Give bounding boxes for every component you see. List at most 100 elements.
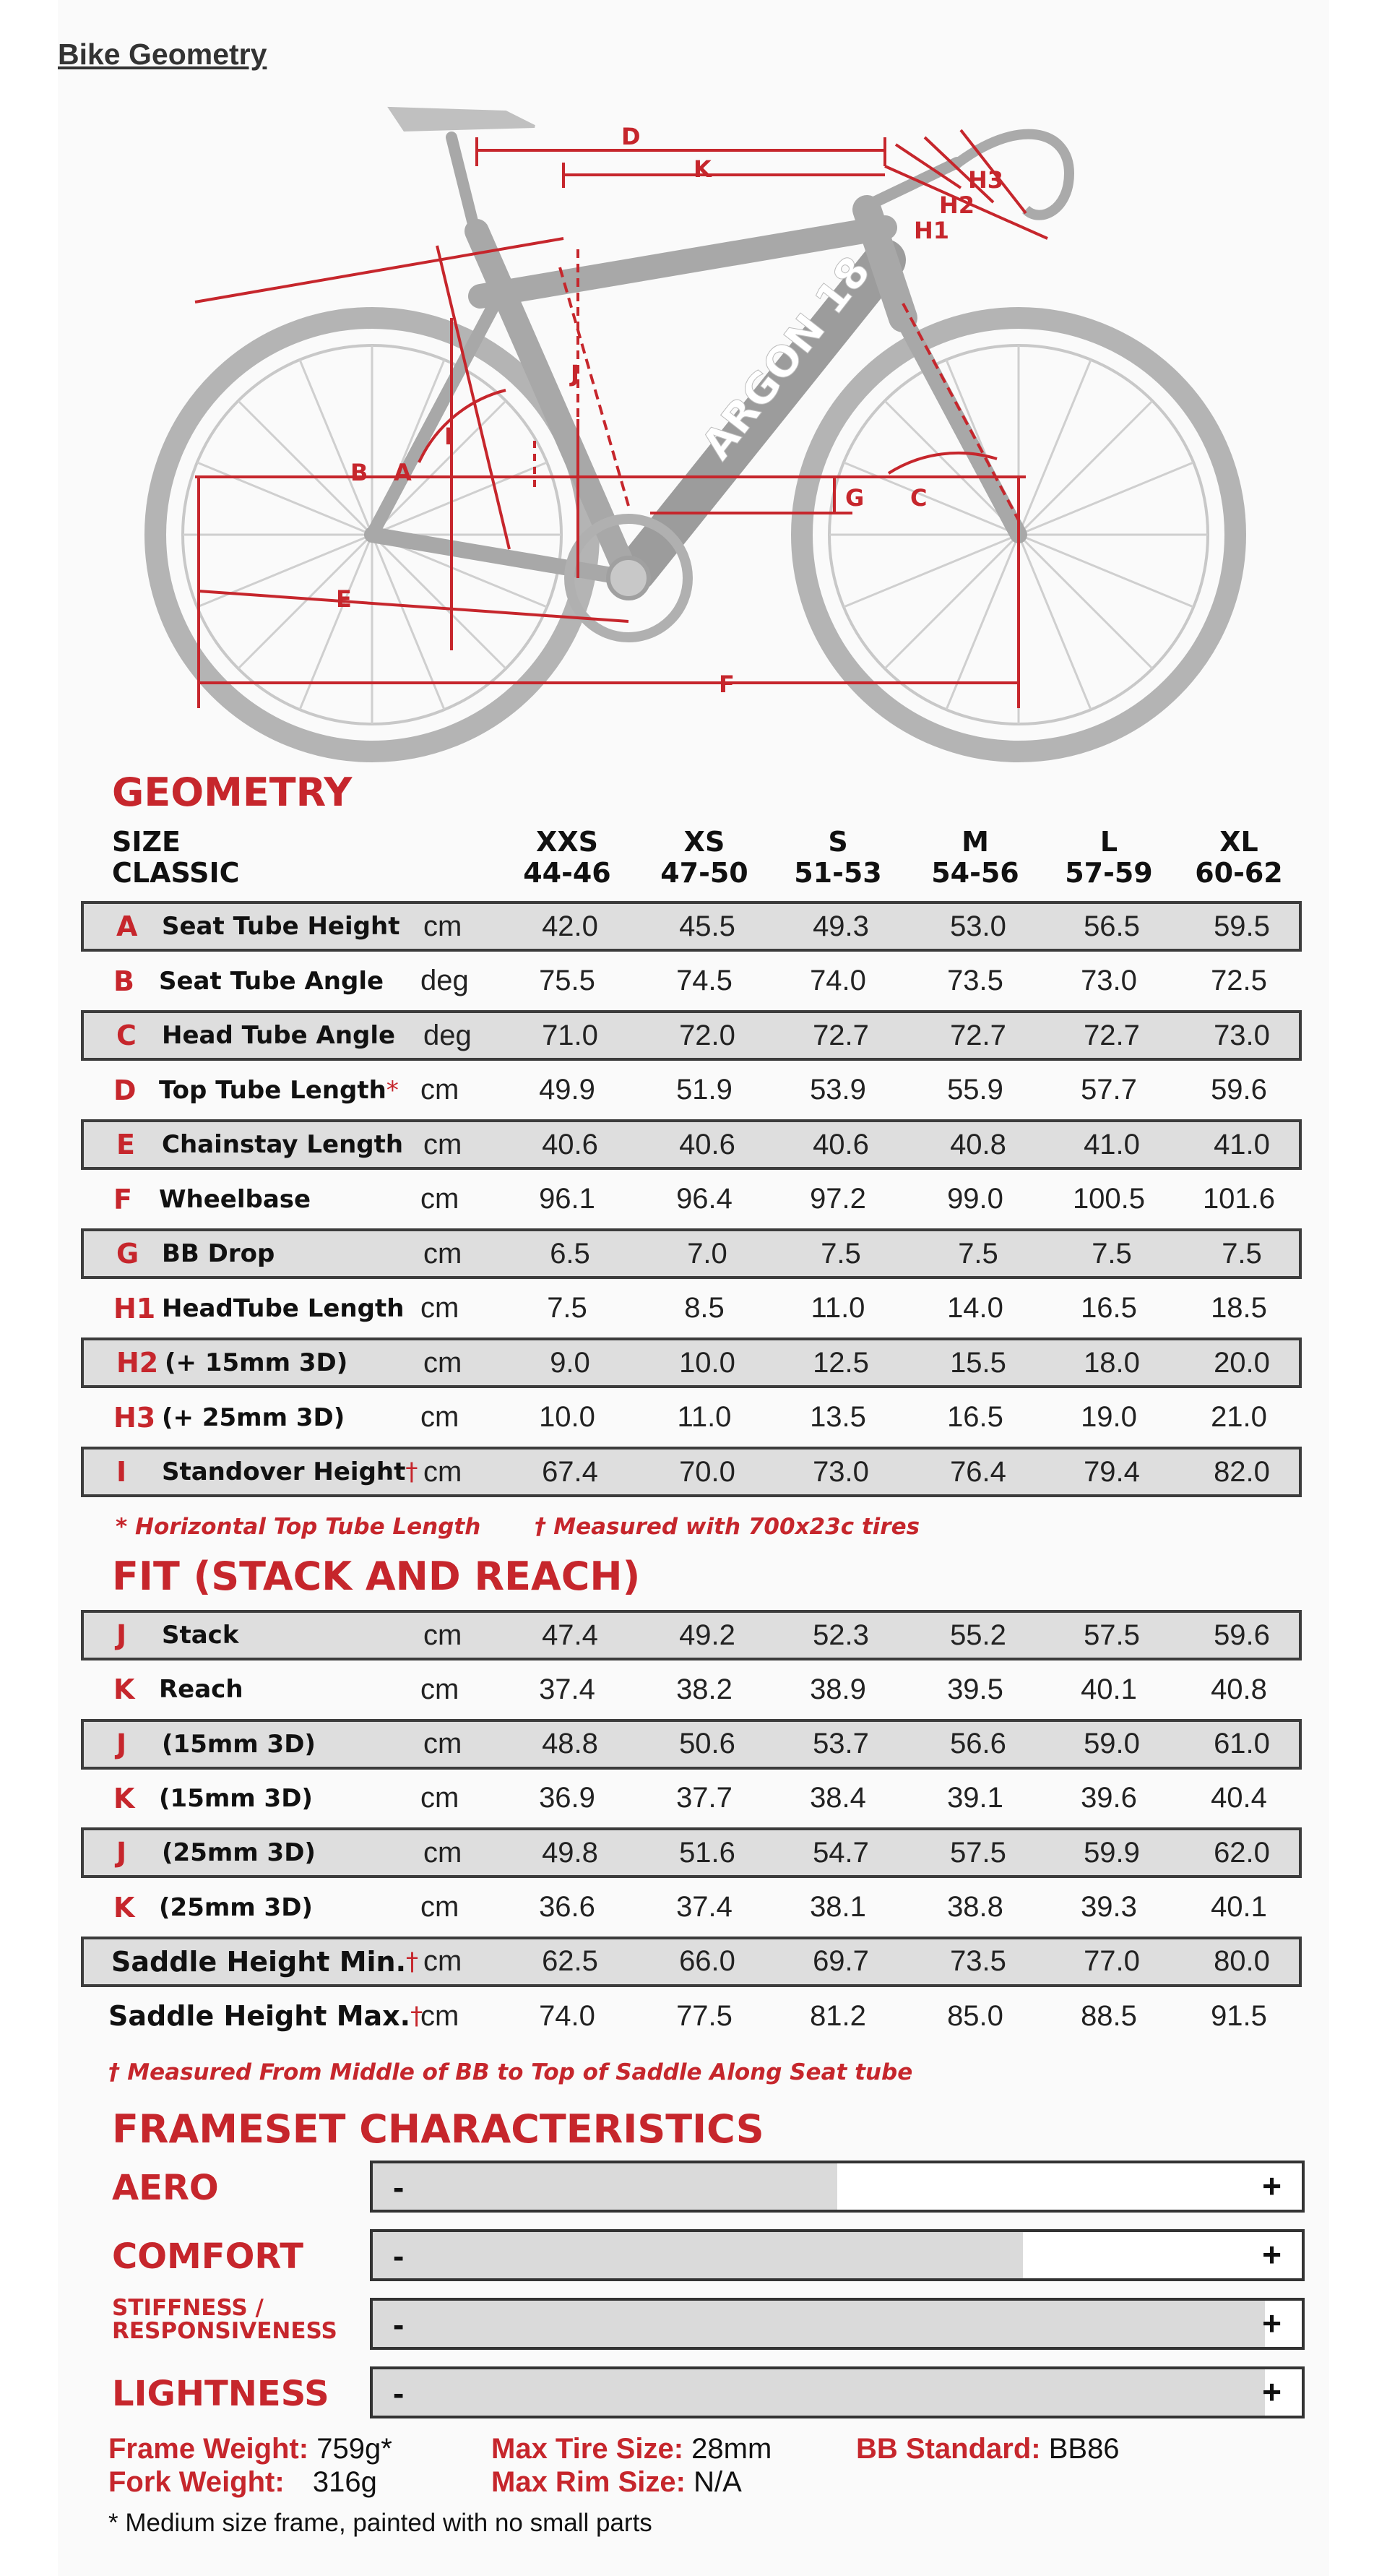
row-value: 13.5 <box>810 1401 866 1433</box>
table-row: D Top Tube Length * cm 49.9 51.9 53.9 55.9 57.7 5… <box>81 1065 1302 1116</box>
row-label-text: Reach <box>159 1675 243 1705</box>
row-value: 67.4 <box>542 1455 598 1488</box>
table-row: H3 (+ 25mm 3D) cm 10.0 11.0 13.5 16.5 19.0 21.0 <box>81 1392 1302 1443</box>
row-value: 16.5 <box>1081 1292 1137 1324</box>
row-value: 40.6 <box>813 1128 869 1160</box>
seatstay <box>366 297 501 541</box>
row-unit: cm <box>420 1292 459 1324</box>
row-value: 38.9 <box>810 1673 866 1705</box>
row-value: 88.5 <box>1081 1999 1137 2032</box>
row-label-text: Chainstay Length <box>162 1130 404 1159</box>
row-value: 38.8 <box>947 1891 1003 1923</box>
row-value: 41.0 <box>1084 1128 1140 1160</box>
max-tire-value: 28mm <box>691 2433 772 2465</box>
row-value: 12.5 <box>813 1346 869 1379</box>
row-value: 56.6 <box>950 1728 1006 1760</box>
row-value: 53.7 <box>813 1728 869 1760</box>
row-value: 37.4 <box>539 1673 595 1705</box>
row-value: 45.5 <box>679 910 735 942</box>
row-value: 48.8 <box>542 1728 598 1760</box>
row-value: 39.1 <box>947 1782 1003 1814</box>
row-label: Saddle Height Min. † <box>111 1939 418 1984</box>
row-value: 7.5 <box>1222 1237 1262 1270</box>
label-k: K <box>694 155 712 183</box>
lightness-label: LIGHTNESS <box>112 2374 329 2414</box>
row-letter: G <box>116 1238 139 1270</box>
size-label: SIZE <box>112 826 181 858</box>
bike-geometry-diagram: ARGON 18 D K H3 H2 H1 J I B A C G <box>144 106 1246 762</box>
row-label: (+ 15mm 3D) <box>165 1340 347 1385</box>
table-row: H1 HeadTube Length cm 7.5 8.5 11.0 14.0 16.5 18.… <box>81 1283 1302 1334</box>
row-value: 11.0 <box>677 1401 732 1433</box>
table-row: Saddle Height Max. † cm 74.0 77.5 81.2 85.0 88.… <box>81 1991 1302 2041</box>
row-value: 10.0 <box>539 1401 595 1433</box>
row-letter: J <box>116 1728 127 1760</box>
geometry-note-standover: † Measured with 700x23c tires <box>535 1514 920 1540</box>
row-value: 51.6 <box>679 1836 735 1869</box>
row-label-mark: † <box>406 1947 419 1976</box>
seatpost <box>446 132 483 244</box>
label-g: G <box>845 484 864 512</box>
row-value: 72.7 <box>950 1019 1006 1051</box>
fit-title: FIT (STACK AND REACH) <box>112 1554 641 1599</box>
comfort-bar-fill <box>373 2232 1024 2278</box>
row-label-text: HeadTube Length <box>162 1293 405 1323</box>
label-h2: H2 <box>939 191 975 219</box>
row-value: 10.0 <box>679 1346 735 1379</box>
row-label: Seat Tube Height <box>162 904 399 949</box>
table-row: K (15mm 3D) cm 36.9 37.7 38.4 39.1 39.6 40.4 <box>81 1773 1302 1824</box>
row-label: Reach <box>159 1664 243 1715</box>
label-f: F <box>719 671 735 698</box>
row-label-text: (25mm 3D) <box>159 1892 313 1922</box>
row-value: 57.5 <box>1084 1619 1140 1651</box>
row-value: 73.5 <box>950 1945 1006 1978</box>
row-label-text: Stack <box>162 1621 239 1650</box>
row-value: 72.0 <box>679 1019 735 1051</box>
row-label: BB Drop <box>162 1231 275 1276</box>
row-value: 15.5 <box>950 1346 1006 1379</box>
row-value: 36.9 <box>539 1782 595 1814</box>
row-value: 7.0 <box>687 1237 727 1270</box>
row-value: 16.5 <box>947 1401 1003 1433</box>
front-wheel <box>791 307 1246 762</box>
row-label-text: Saddle Height Max. <box>108 2000 411 2033</box>
max-tire-label: Max Tire Size: <box>491 2433 684 2465</box>
row-letter: C <box>116 1020 137 1051</box>
row-value: 56.5 <box>1084 910 1140 942</box>
stiffness-bar-fill <box>373 2301 1265 2347</box>
row-value: 74.0 <box>539 1999 595 2032</box>
plus-sign: + <box>1262 2304 1282 2342</box>
row-unit: cm <box>420 1183 459 1215</box>
fork-weight-value: 316g <box>312 2466 377 2498</box>
fork-weight-label: Fork Weight: <box>108 2466 285 2498</box>
row-value: 50.6 <box>679 1728 735 1760</box>
table-row: G BB Drop cm 6.5 7.0 7.5 7.5 7.5 7.5 <box>81 1228 1302 1279</box>
lightness-bar: - + <box>370 2366 1305 2418</box>
row-letter: H1 <box>113 1292 156 1324</box>
row-unit: cm <box>423 1728 462 1760</box>
row-label: Seat Tube Angle <box>159 956 384 1007</box>
row-label: Head Tube Angle <box>162 1013 395 1058</box>
label-e: E <box>336 585 352 613</box>
size-name: XS <box>683 826 725 858</box>
downtube-logo: ARGON 18 <box>691 247 879 469</box>
label-c: C <box>910 484 927 512</box>
row-unit: cm <box>423 1836 462 1869</box>
row-value: 79.4 <box>1084 1455 1140 1488</box>
row-unit: deg <box>420 965 469 996</box>
row-label: HeadTube Length <box>162 1283 404 1334</box>
row-value: 41.0 <box>1214 1128 1270 1160</box>
table-row: K (25mm 3D) cm 36.6 37.4 38.1 38.8 39.3 40.1 <box>81 1882 1302 1933</box>
row-value: 59.0 <box>1084 1728 1140 1760</box>
max-rim-size: Max Rim Size: N/A <box>491 2466 742 2499</box>
row-value: 55.2 <box>950 1619 1006 1651</box>
bb-standard: BB Standard: BB86 <box>856 2433 1120 2465</box>
row-value: 40.6 <box>542 1128 598 1160</box>
fit-note: † Measured From Middle of BB to Top of S… <box>108 2059 913 2085</box>
bb-standard-value: BB86 <box>1048 2433 1120 2465</box>
row-value: 40.4 <box>1211 1782 1267 1814</box>
label-a: A <box>394 459 412 486</box>
row-label-text: (+ 25mm 3D) <box>162 1403 345 1432</box>
row-value: 99.0 <box>947 1183 1003 1215</box>
row-value: 6.5 <box>550 1237 590 1270</box>
